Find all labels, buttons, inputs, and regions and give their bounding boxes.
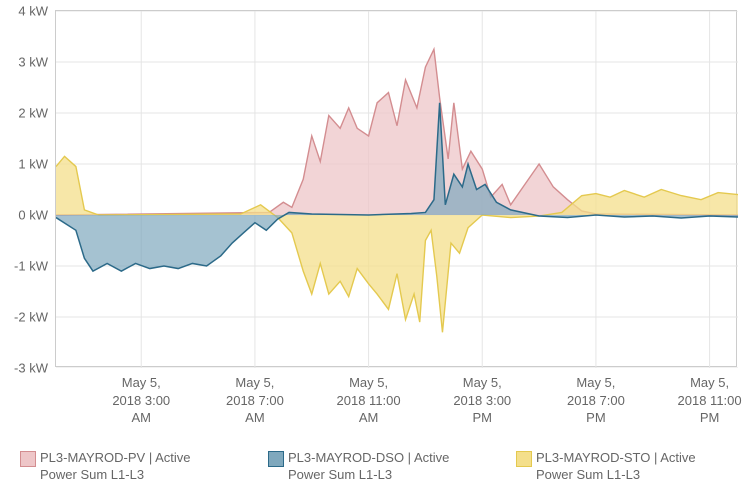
- x-tick-label: May 5,2018 7:00PM: [567, 374, 625, 427]
- legend-item-sto[interactable]: PL3-MAYROD-STO | ActivePower Sum L1-L3: [516, 450, 748, 484]
- legend-item-dso[interactable]: PL3-MAYROD-DSO | ActivePower Sum L1-L3: [268, 450, 500, 484]
- y-tick-label: -3 kW: [14, 361, 48, 376]
- y-tick-label: -1 kW: [14, 259, 48, 274]
- y-tick-label: 1 kW: [18, 157, 48, 172]
- x-tick-label: May 5,2018 3:00AM: [112, 374, 170, 427]
- x-tick-label: May 5,2018 11:00AM: [337, 374, 401, 427]
- x-tick-label: May 5,2018 3:00PM: [453, 374, 511, 427]
- legend-item-pv[interactable]: PL3-MAYROD-PV | ActivePower Sum L1-L3: [20, 450, 252, 484]
- power-chart: -3 kW -2 kW -1 kW 0 kW 1 kW 2 kW 3 kW 4 kW May 5…: [0, 0, 750, 501]
- y-tick-label: 0 kW: [18, 208, 48, 223]
- legend-swatch-sto: [516, 451, 532, 467]
- legend-label: PL3-MAYROD-PV | ActivePower Sum L1-L3: [40, 450, 191, 484]
- legend-swatch-dso: [268, 451, 284, 467]
- x-tick-label: May 5,2018 11:00PM: [678, 374, 742, 427]
- plot-area: -3 kW-2 kW-1 kW0 kW1 kW2 kW3 kW4 kWMay 5…: [55, 10, 737, 367]
- y-tick-label: 4 kW: [18, 4, 48, 19]
- y-tick-label: -2 kW: [14, 310, 48, 325]
- x-tick-label: May 5,2018 7:00AM: [226, 374, 284, 427]
- legend: PL3-MAYROD-PV | ActivePower Sum L1-L3 PL3…: [20, 450, 748, 484]
- series-area-pv: [56, 49, 738, 215]
- legend-swatch-pv: [20, 451, 36, 467]
- legend-label: PL3-MAYROD-DSO | ActivePower Sum L1-L3: [288, 450, 449, 484]
- y-tick-label: 3 kW: [18, 55, 48, 70]
- y-tick-label: 2 kW: [18, 106, 48, 121]
- data-layer: [56, 11, 738, 368]
- legend-label: PL3-MAYROD-STO | ActivePower Sum L1-L3: [536, 450, 696, 484]
